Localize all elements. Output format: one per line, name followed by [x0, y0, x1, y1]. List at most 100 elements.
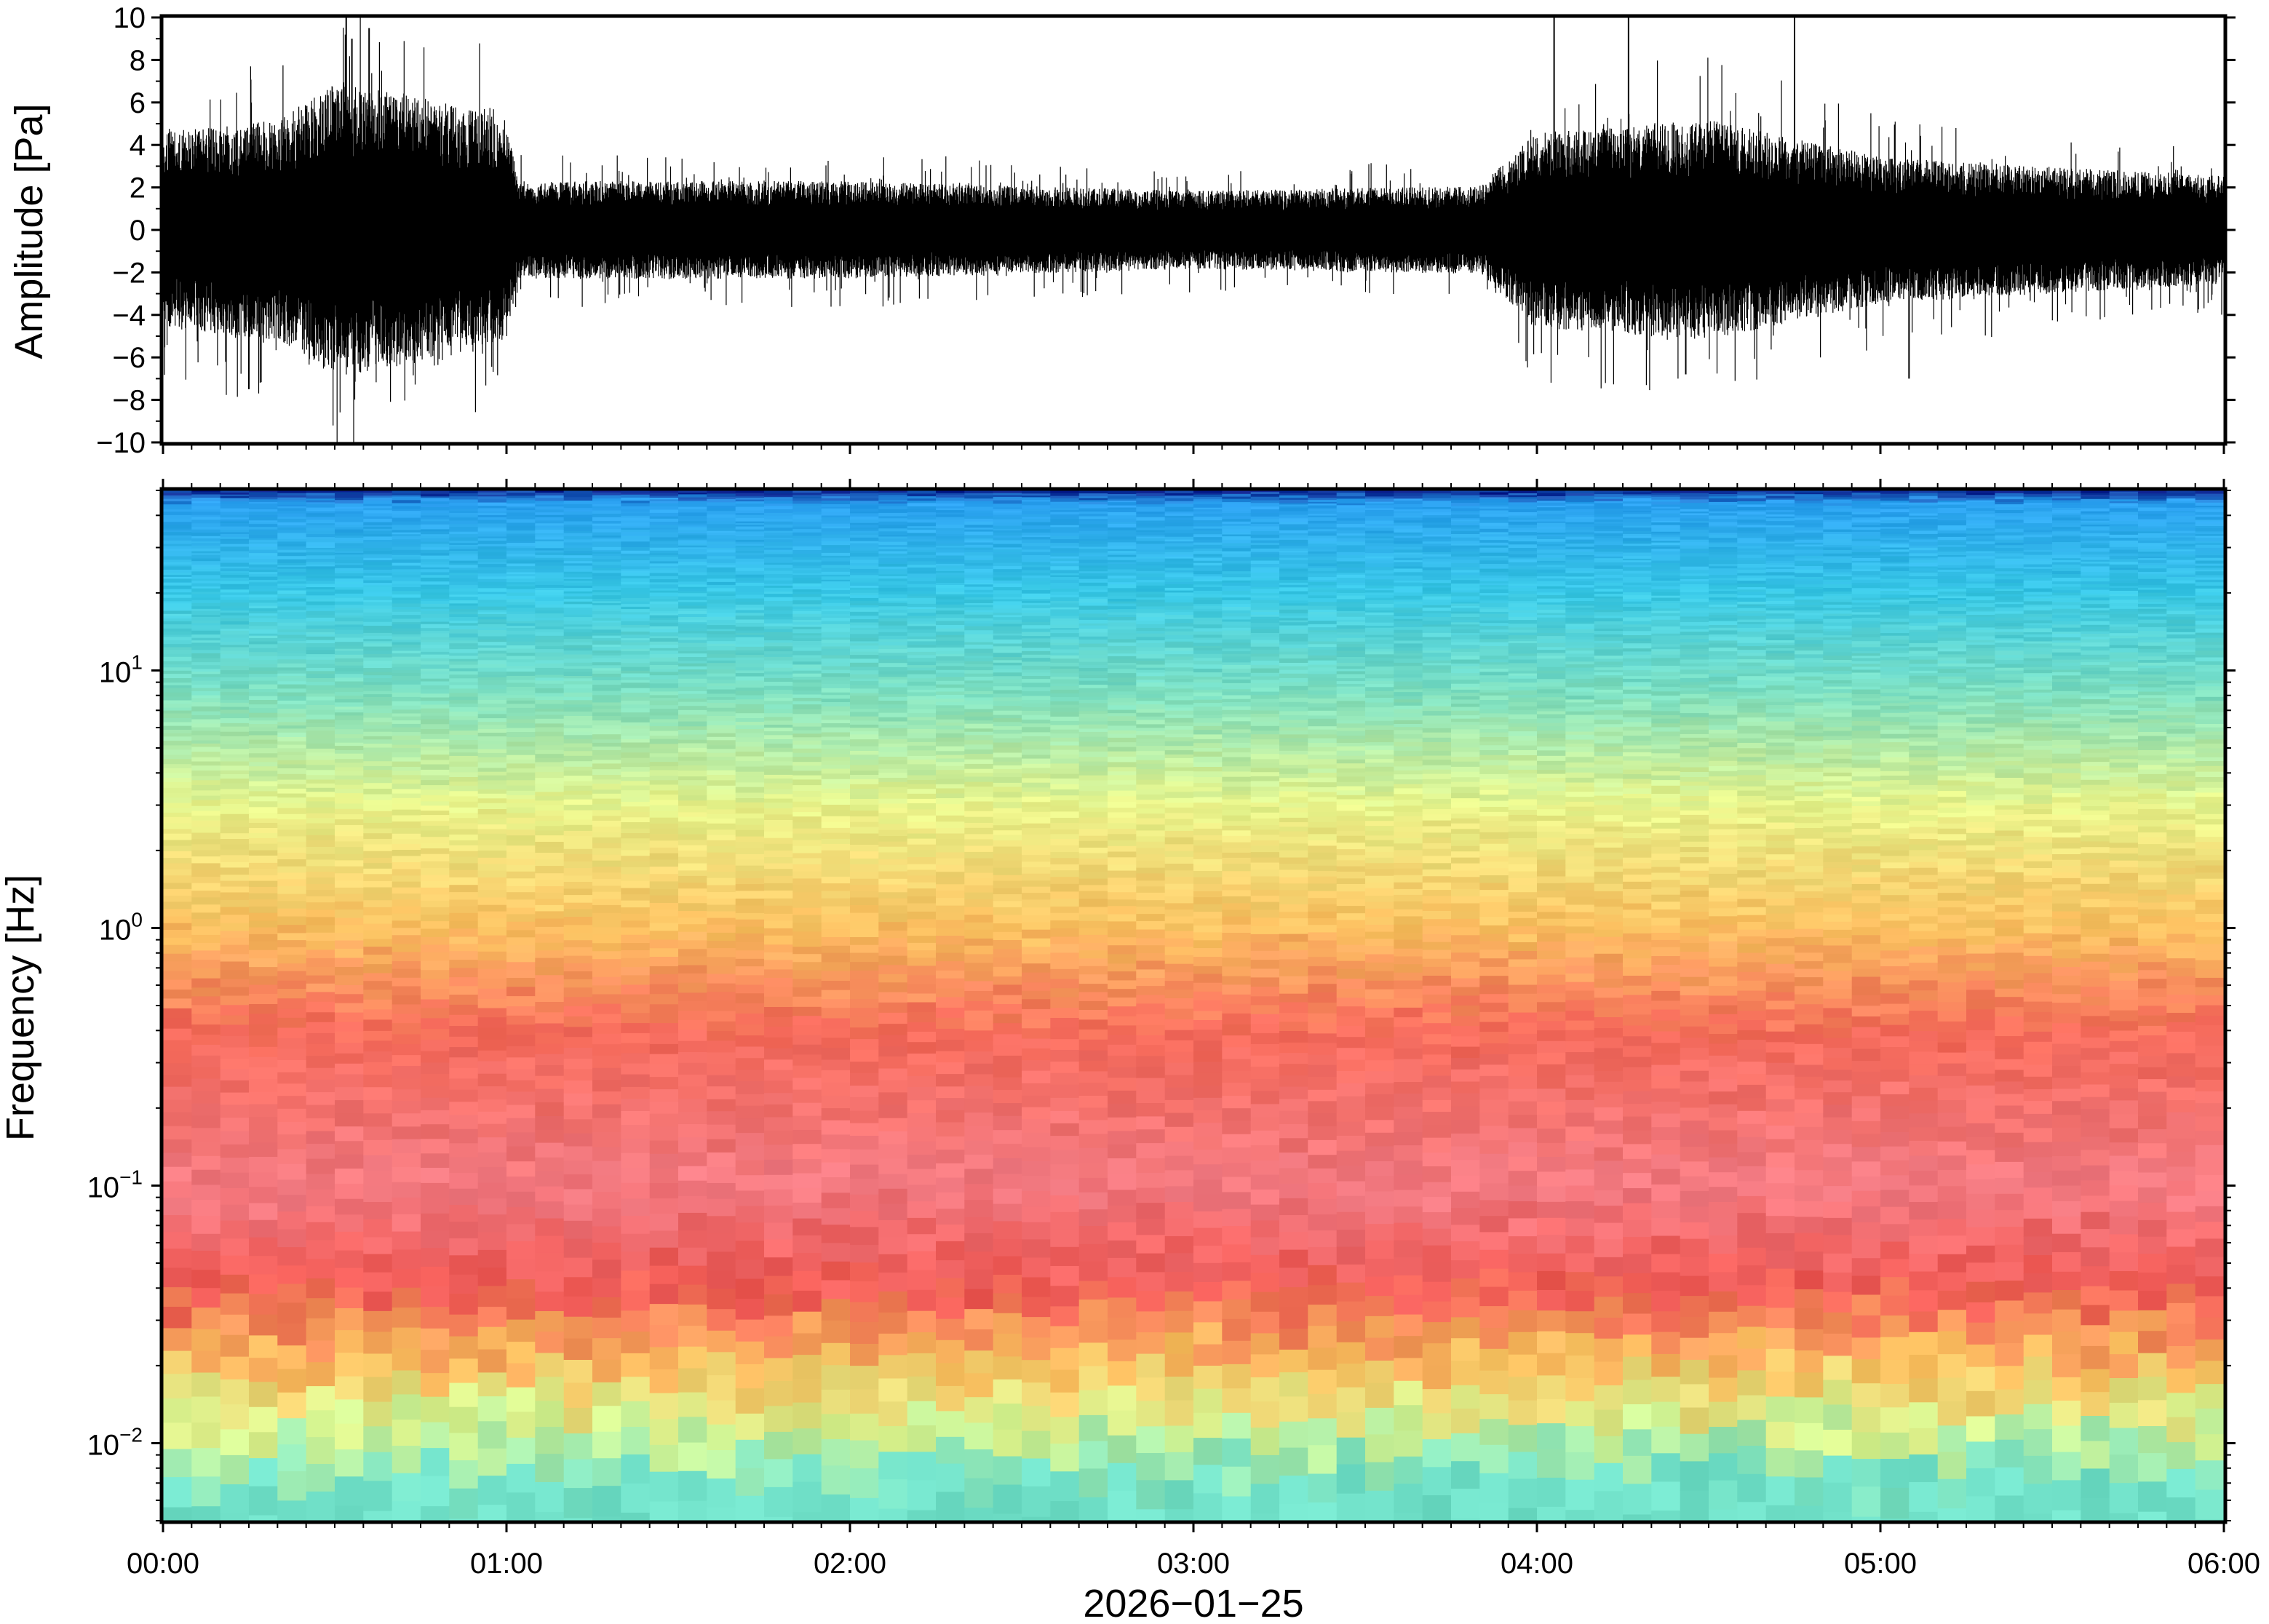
spectrogram-cell	[792, 512, 822, 515]
spectrogram-cell	[163, 736, 192, 741]
spectrogram-cell	[1022, 1107, 1051, 1120]
spectrogram-cell	[1022, 929, 1051, 939]
spectrogram-cell	[477, 704, 507, 708]
spectrogram-cell	[421, 712, 450, 717]
spectrogram-cell	[707, 535, 736, 539]
spectrogram-cell	[621, 497, 651, 501]
spectrogram-cell	[735, 802, 765, 809]
spectrogram-cell	[220, 827, 250, 834]
spectrogram-cell	[850, 742, 879, 747]
spectrogram-cell	[1022, 552, 1051, 556]
spectrogram-cell	[449, 661, 479, 666]
spectrogram-cell	[163, 704, 192, 709]
spectrogram-cell	[592, 1431, 621, 1459]
spectrogram-cell	[421, 651, 450, 656]
spectrogram-cell	[707, 707, 736, 712]
spectrogram-cell	[764, 1239, 793, 1258]
spectrogram-cell	[363, 930, 393, 940]
spectrogram-cell	[907, 699, 937, 705]
spectrogram-cell	[506, 1118, 536, 1133]
spectrogram-cell	[936, 621, 965, 626]
spectrogram-cell	[535, 1075, 565, 1090]
spectrogram-cell	[477, 851, 507, 859]
spectrogram-cell	[306, 636, 335, 641]
spectrogram-cell	[163, 632, 192, 636]
spectrogram-cell	[1050, 522, 1080, 526]
spectrogram-cell	[535, 1186, 565, 1202]
spectrogram-cell	[306, 1298, 335, 1319]
spectrogram-cell	[535, 918, 565, 928]
spectrogram-cell	[649, 561, 679, 564]
spectrogram-cell	[993, 733, 1022, 739]
spectrogram-cell	[392, 634, 421, 637]
spectrogram-cell	[964, 547, 994, 551]
spectrogram-cell	[764, 1222, 793, 1240]
spectrogram-cell	[477, 1372, 507, 1397]
spectrogram-cell	[191, 548, 221, 552]
spectrogram-cell	[878, 1479, 908, 1510]
spectrogram-cell	[220, 886, 250, 893]
spectrogram-cell	[335, 692, 364, 696]
spectrogram-cell	[535, 539, 565, 542]
spectrogram-cell	[306, 1022, 335, 1034]
spectrogram-cell	[764, 798, 793, 803]
spectrogram-cell	[449, 716, 479, 721]
spectrogram-cell	[563, 531, 593, 534]
spectrogram-cell	[850, 505, 879, 509]
spectrogram-cell	[592, 994, 621, 1005]
spectrogram-cell	[707, 1075, 736, 1087]
spectrogram-cell	[936, 602, 965, 605]
spectrogram-cell	[850, 662, 879, 668]
spectrogram-cell	[563, 902, 593, 909]
spectrogram-cell	[964, 656, 994, 659]
spectrogram-cell	[220, 537, 250, 540]
spectrogram-cell	[535, 642, 565, 647]
spectrogram-cell	[621, 693, 651, 698]
spectrogram-cell	[907, 750, 937, 757]
spectrogram-cell	[363, 682, 393, 685]
spectrogram-cell	[563, 551, 593, 554]
spectrogram-cell	[1022, 501, 1051, 506]
spectrogram-cell	[1022, 736, 1051, 742]
spectrogram-cell	[735, 544, 765, 546]
spectrogram-cell	[392, 511, 421, 515]
spectrogram-cell	[506, 586, 536, 590]
spectrogram-cell	[936, 618, 965, 621]
spectrogram-cell	[936, 604, 965, 608]
spectrogram-cell	[477, 798, 507, 804]
spectrogram-cell	[421, 900, 450, 908]
spectrogram-cell	[392, 771, 421, 776]
spectrogram-cell	[421, 681, 450, 686]
spectrogram-cell	[735, 756, 765, 762]
spectrogram-cell	[621, 581, 651, 585]
spectrogram-cell	[735, 646, 765, 651]
spectrogram-cell	[936, 810, 965, 816]
spectrogram-cell	[878, 584, 908, 589]
spectrogram-cell	[764, 752, 793, 758]
spectrogram-cell	[936, 663, 965, 666]
spectrogram-cell	[792, 529, 822, 533]
spectrogram-cell	[993, 966, 1022, 977]
spectrogram-cell	[735, 1241, 765, 1260]
spectrogram-cell	[764, 944, 793, 953]
spectrogram-cell	[477, 1166, 507, 1184]
spectrogram-cell	[249, 1515, 278, 1521]
spectrogram-cell	[678, 718, 707, 723]
spectrogram-cell	[821, 561, 851, 566]
spectrogram-cell	[563, 997, 593, 1007]
spectrogram-cell	[764, 667, 793, 672]
spectrogram-cell	[392, 659, 421, 665]
spectrogram-cell	[477, 911, 507, 919]
spectrogram-cell	[363, 646, 393, 651]
spectrogram-cell	[964, 827, 994, 835]
spectrogram-cell	[363, 833, 393, 840]
spectrogram-cell	[850, 595, 879, 599]
spectrogram-cell	[249, 818, 278, 824]
spectrogram-cell	[249, 1486, 278, 1516]
spectrogram-cell	[163, 667, 192, 672]
spectrogram-cell	[392, 553, 421, 556]
spectrogram-cell	[363, 1009, 393, 1020]
spectrogram-cell	[449, 755, 479, 763]
spectrogram-cell	[621, 900, 651, 908]
spectrogram-cell	[907, 616, 937, 619]
